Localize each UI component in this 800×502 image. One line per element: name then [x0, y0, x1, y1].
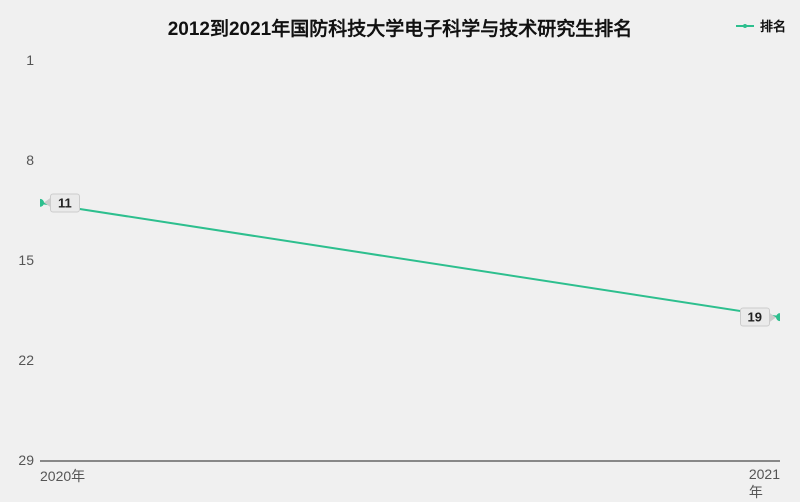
legend-swatch — [736, 25, 754, 27]
y-tick-label: 1 — [26, 52, 34, 68]
y-tick-label: 15 — [18, 252, 34, 268]
line-layer — [40, 60, 780, 460]
data-label: 11 — [50, 193, 80, 212]
x-tick-label: 2020年 — [40, 466, 85, 486]
y-tick-label: 22 — [18, 352, 34, 368]
legend: 排名 — [736, 16, 786, 35]
plot-area: 11 19 — [40, 60, 780, 462]
y-tick-label: 8 — [26, 152, 34, 168]
legend-label: 排名 — [760, 16, 786, 35]
ranking-chart: 2012到2021年国防科技大学电子科学与技术研究生排名 排名 1119 181… — [0, 0, 800, 500]
data-label: 19 — [740, 308, 770, 327]
series-marker — [776, 313, 780, 321]
x-tick-label: 2021年 — [749, 466, 780, 502]
series-line — [40, 203, 780, 317]
y-tick-label: 29 — [18, 452, 34, 468]
chart-title: 2012到2021年国防科技大学电子科学与技术研究生排名 — [0, 14, 800, 41]
legend-dot — [743, 24, 747, 28]
